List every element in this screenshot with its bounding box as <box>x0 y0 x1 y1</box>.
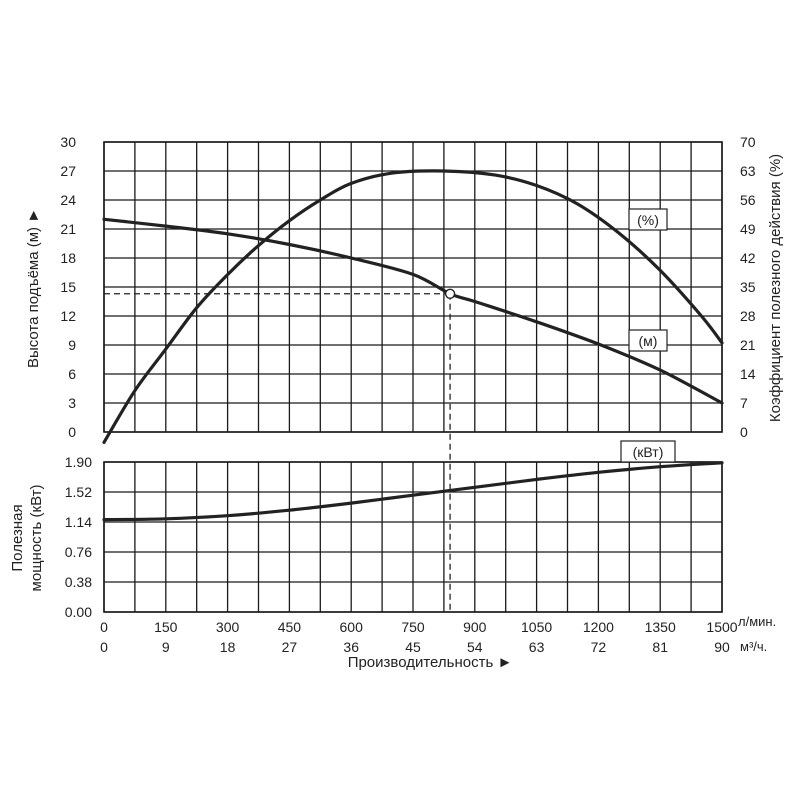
power-series-label-box <box>620 440 676 463</box>
y-tick-label: 0 <box>68 424 76 440</box>
power-tick-label: 0.38 <box>65 574 92 590</box>
x-tick-label-primary: 1050 <box>521 619 552 635</box>
y-axis-title-power-line2: мощность (кВт) <box>28 485 45 592</box>
x-tick-label-primary: 1500 <box>706 619 737 635</box>
power-tick-label: 1.52 <box>65 484 92 500</box>
x-tick-label-primary: 300 <box>216 619 240 635</box>
y2-tick-label: 63 <box>740 163 756 179</box>
power-series-label: (кВт) <box>633 444 664 460</box>
x-tick-label-primary: 900 <box>463 619 487 635</box>
y-tick-label: 21 <box>60 221 76 237</box>
x-axis-unit-secondary: м³/ч. <box>740 639 767 654</box>
y-tick-label: 3 <box>68 395 76 411</box>
y-tick-label: 27 <box>60 163 76 179</box>
y2-tick-label: 21 <box>740 337 756 353</box>
efficiency-series-label: (%) <box>637 212 659 228</box>
x-tick-label-secondary: 18 <box>220 639 236 655</box>
x-tick-label-primary: 150 <box>154 619 178 635</box>
x-tick-label-secondary: 0 <box>100 639 108 655</box>
x-tick-label-secondary: 27 <box>282 639 298 655</box>
y-tick-label: 6 <box>68 366 76 382</box>
curve-layer <box>102 169 724 522</box>
x-tick-label-primary: 1200 <box>583 619 614 635</box>
y-tick-label: 15 <box>60 279 76 295</box>
y-tick-label: 9 <box>68 337 76 353</box>
x-tick-label-secondary: 63 <box>529 639 545 655</box>
y2-tick-label: 7 <box>740 395 748 411</box>
y2-tick-label: 0 <box>740 424 748 440</box>
x-tick-label-secondary: 54 <box>467 639 483 655</box>
y-axis-title-power-line1: Полезная <box>9 504 26 571</box>
x-tick-label-secondary: 72 <box>591 639 607 655</box>
head-series-label-box <box>628 329 668 352</box>
y-axis-title-head: Высота подъёма (м) ► <box>25 208 42 368</box>
grid-layer <box>103 141 723 613</box>
x-tick-label-secondary: 36 <box>343 639 359 655</box>
y-tick-label: 18 <box>60 250 76 266</box>
lower-panel-frame <box>103 461 723 613</box>
x-tick-label-primary: 450 <box>278 619 302 635</box>
x-tick-label-primary: 1350 <box>645 619 676 635</box>
y2-tick-label: 28 <box>740 308 756 324</box>
x-axis-title: Производительность ► <box>348 654 513 671</box>
y2-tick-label: 56 <box>740 192 756 208</box>
y2-tick-label: 70 <box>740 134 756 150</box>
efficiency-curve <box>102 169 724 444</box>
y-tick-label: 24 <box>60 192 76 208</box>
x-axis-unit-primary: л/мин. <box>738 614 776 629</box>
power-tick-label: 0.00 <box>65 604 92 620</box>
y-tick-label: 12 <box>60 308 76 324</box>
y2-axis-title-efficiency: Коэффициент полезного действия (%) <box>767 154 784 422</box>
head-series-label: (м) <box>639 333 658 349</box>
x-tick-label-primary: 0 <box>100 619 108 635</box>
power-tick-label: 0.76 <box>65 544 92 560</box>
x-tick-label-primary: 750 <box>401 619 425 635</box>
y2-tick-label: 42 <box>740 250 756 266</box>
operating-point-marker <box>444 288 456 299</box>
operating-point-guides <box>104 293 451 612</box>
x-tick-label-secondary: 45 <box>405 639 421 655</box>
y2-tick-label: 35 <box>740 279 756 295</box>
power-tick-label: 1.14 <box>65 514 92 530</box>
tick-labels: 036912151821242730071421283542495663700.… <box>60 134 755 655</box>
x-tick-label-secondary: 9 <box>162 639 170 655</box>
x-tick-label-secondary: 81 <box>652 639 668 655</box>
x-tick-label-primary: 600 <box>340 619 364 635</box>
y2-tick-label: 14 <box>740 366 756 382</box>
y-tick-label: 30 <box>60 134 76 150</box>
x-tick-label-secondary: 90 <box>714 639 730 655</box>
head-curve <box>102 217 724 405</box>
power-curve <box>102 461 724 522</box>
power-tick-label: 1.90 <box>65 454 92 470</box>
y2-tick-label: 49 <box>740 221 756 237</box>
series-labels: (%) (м) (кВт) <box>620 208 676 463</box>
efficiency-series-label-box <box>628 208 668 231</box>
upper-panel-frame <box>103 141 723 433</box>
